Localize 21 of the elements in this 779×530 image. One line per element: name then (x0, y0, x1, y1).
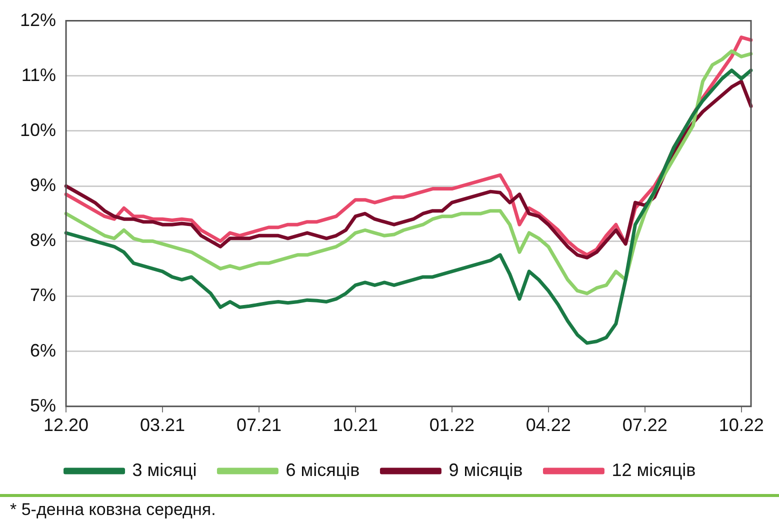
y-tick-label: 12% (20, 10, 56, 30)
y-tick-label: 8% (30, 230, 56, 250)
x-tick-label: 10.22 (718, 415, 764, 436)
x-tick-label: 07.22 (622, 415, 668, 436)
y-tick-label: 10% (20, 120, 56, 140)
x-tick-label: 07.21 (236, 415, 282, 436)
y-tick-label: 6% (30, 340, 56, 360)
legend-label: 6 місяців (286, 460, 360, 480)
x-tick-label: 03.21 (140, 415, 186, 436)
y-tick-label: 5% (30, 395, 56, 416)
x-tick-label: 12.20 (44, 415, 89, 436)
y-tick-label: 7% (30, 285, 56, 306)
x-tick-label: 10.21 (332, 415, 378, 436)
legend-label: 12 місяців (612, 460, 696, 480)
x-tick-label: 01.22 (429, 415, 474, 436)
text: * 5-денна ковзна середня. (10, 500, 216, 520)
y-tick-label: 11% (21, 64, 56, 85)
y-tick-label: 9% (30, 175, 56, 196)
legend-label: 3 місяці (132, 460, 197, 480)
legend-label: 9 місяців (448, 460, 523, 480)
x-tick-label: 04.22 (526, 415, 571, 436)
